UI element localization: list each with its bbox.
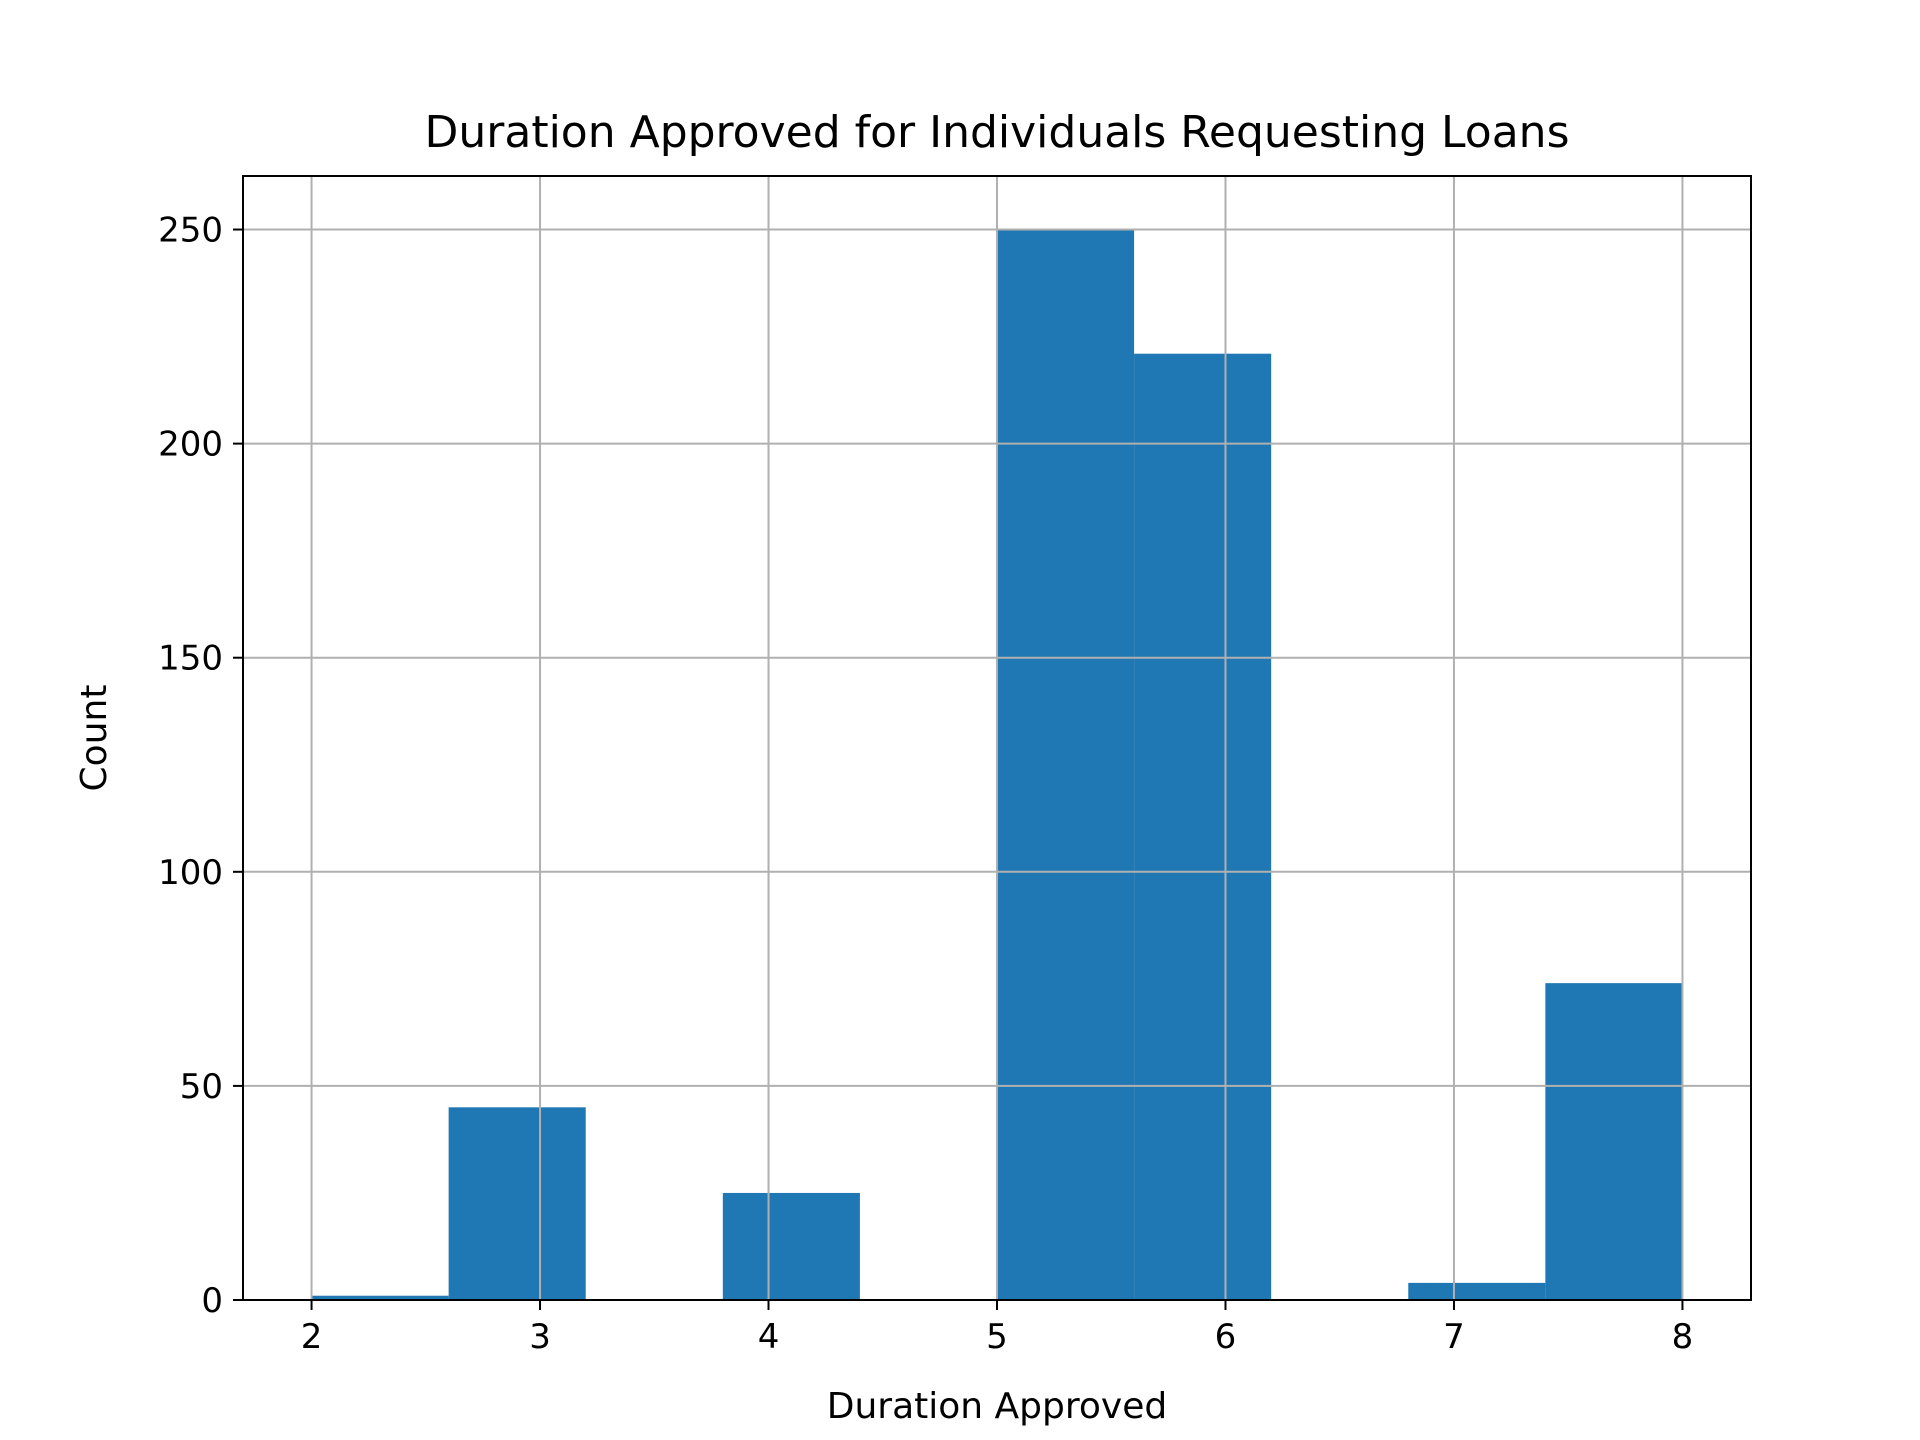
y-tick-label-150: 150: [158, 639, 223, 679]
histogram-bar-6: [1134, 353, 1272, 1300]
histogram-bar-9: [1545, 983, 1683, 1300]
y-axis-title: Count: [74, 685, 115, 792]
histogram-bar-1: [448, 1107, 586, 1300]
histogram-bar-8: [1408, 1282, 1546, 1300]
x-tick-label-7: 7: [1443, 1317, 1465, 1357]
ticks-layer: 2 3 4 5 6 7 8 0 50 100 150 200 250: [158, 211, 1693, 1357]
x-axis-title: Duration Approved: [827, 1386, 1167, 1427]
x-tick-label-8: 8: [1672, 1317, 1694, 1357]
bars-layer: [311, 229, 1683, 1300]
y-tick-label-250: 250: [158, 211, 223, 251]
y-tick-label-0: 0: [201, 1281, 223, 1321]
x-tick-label-5: 5: [986, 1317, 1008, 1357]
chart-title: Duration Approved for Individuals Reques…: [425, 107, 1570, 158]
y-tick-label-100: 100: [158, 853, 223, 893]
histogram-bar-5: [997, 229, 1135, 1300]
y-tick-label-50: 50: [180, 1067, 223, 1107]
y-tick-label-200: 200: [158, 425, 223, 465]
histogram-bar-3: [722, 1192, 860, 1300]
x-tick-label-3: 3: [529, 1317, 551, 1357]
x-tick-label-6: 6: [1215, 1317, 1237, 1357]
x-tick-label-4: 4: [758, 1317, 780, 1357]
histogram-bar-0: [311, 1295, 449, 1300]
x-tick-label-2: 2: [301, 1317, 323, 1357]
